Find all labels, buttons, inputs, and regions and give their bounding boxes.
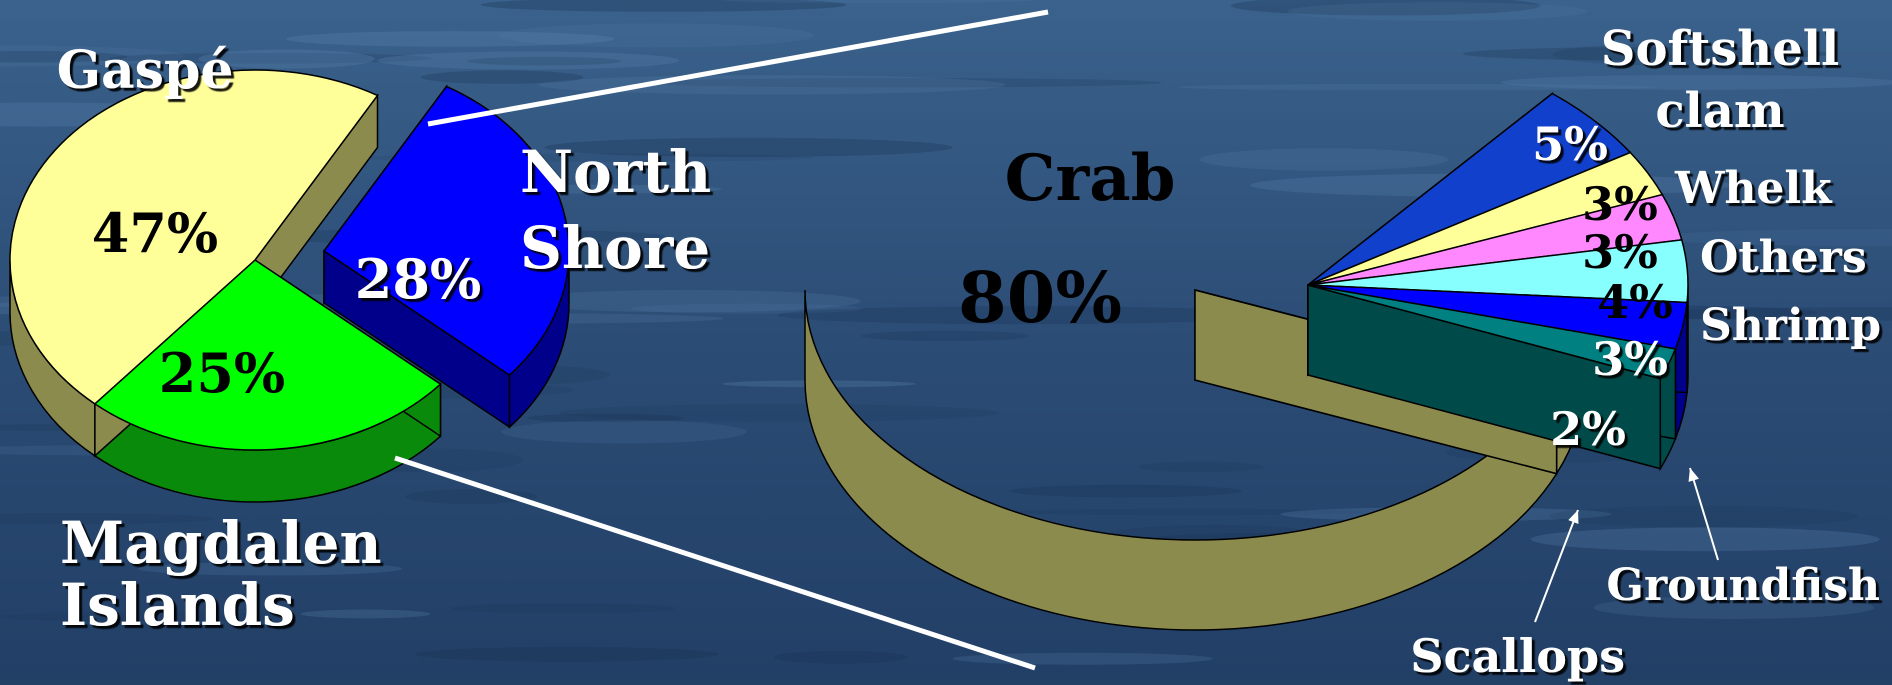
arrow-scallops	[1534, 509, 1579, 623]
connector-lines	[394, 9, 1719, 671]
region-pie-chart	[9, 69, 570, 503]
species-slice-side-crab	[804, 289, 1558, 631]
background-ripple	[538, 75, 1006, 95]
species-pie-chart	[804, 91, 1689, 631]
category-label-others: Others	[1700, 232, 1867, 283]
category-label-crab: Crab	[1005, 141, 1176, 216]
background-ripple	[1287, 2, 1588, 21]
background-ripple	[773, 650, 909, 664]
species-slice-scallops	[1307, 284, 1677, 380]
background-ripple	[721, 0, 1035, 4]
category-label-magdalen-islands: Magdalen Islands	[60, 509, 382, 639]
background-ripple	[501, 420, 747, 444]
background-ripple	[1011, 508, 1365, 516]
background-ripple	[1500, 74, 1892, 90]
background-ripple	[480, 0, 847, 12]
background-ripple	[1462, 47, 1831, 61]
background-ripple	[300, 609, 431, 619]
background-ripple	[526, 413, 684, 423]
chart-labels: 47% 25% 28% Gaspé North Shore Magdalen Islands C…	[57, 21, 1881, 683]
arrow-groundfish-head	[1688, 468, 1699, 482]
background-ripple	[1552, 43, 1773, 66]
category-label-whelk: Whelk	[1674, 163, 1833, 214]
category-label-north-shore: North Shore	[520, 138, 711, 282]
background-ripple	[1649, 229, 1892, 247]
background-ripple	[1009, 484, 1242, 498]
background-ripple	[108, 52, 433, 64]
value-label-gaspe: 47%	[92, 201, 218, 265]
category-label-gaspe: Gaspé	[57, 40, 234, 101]
background-ripple	[0, 51, 128, 63]
background-ripple	[1178, 83, 1656, 91]
background-ripple	[1593, 595, 1875, 620]
value-label-whelk: 3%	[1582, 177, 1658, 231]
background-ripple	[0, 611, 289, 622]
value-label-softshell-clam: 5%	[1532, 117, 1608, 171]
background-ripple	[1138, 461, 1264, 473]
background-ripple	[285, 31, 615, 47]
background-ripple	[544, 137, 953, 158]
value-label-crab: 80%	[958, 256, 1122, 339]
background-ripple	[451, 603, 676, 614]
category-label-scallops: Scallops	[1410, 629, 1625, 683]
region-slice-magdalen-islands	[93, 259, 442, 451]
region-slice-gasp	[9, 69, 379, 405]
background-ripple	[1530, 527, 1880, 552]
arrow-groundfish	[1689, 467, 1719, 561]
value-label-north-shore: 28%	[355, 247, 481, 311]
background-ripple	[467, 56, 622, 66]
background-ripple	[1199, 148, 1449, 171]
background-ripple	[377, 51, 680, 70]
background-ripple	[861, 330, 1030, 342]
category-label-shrimp: Shrimp	[1700, 300, 1881, 351]
value-label-scallops: 2%	[1550, 402, 1626, 456]
background-ripple	[0, 45, 186, 67]
background-ripple	[0, 513, 214, 525]
value-label-others: 3%	[1582, 225, 1658, 279]
arrow-scallops-head	[1568, 510, 1579, 524]
background-ripple	[560, 404, 999, 422]
value-label-magdalen-islands: 25%	[159, 341, 285, 405]
background-ripple	[777, 306, 1272, 325]
connector-line-bottom	[394, 455, 1036, 671]
background-ripple	[414, 646, 719, 662]
value-label-shrimp: 4%	[1597, 275, 1673, 329]
connector-line-top	[427, 9, 1049, 127]
background-ripple	[513, 289, 861, 313]
background-ripple	[137, 561, 403, 576]
background-ripple	[640, 78, 1162, 88]
category-label-groundfish: Groundfish	[1606, 560, 1880, 611]
background-ripple	[1629, 307, 1892, 321]
background-ripple	[1230, 0, 1541, 16]
background-ripple	[198, 49, 375, 69]
background-ripple	[498, 23, 815, 48]
background-ripple	[420, 70, 584, 84]
category-label-softshell-clam: Softshell clam	[1601, 21, 1839, 139]
value-label-groundfish: 3%	[1592, 332, 1668, 386]
